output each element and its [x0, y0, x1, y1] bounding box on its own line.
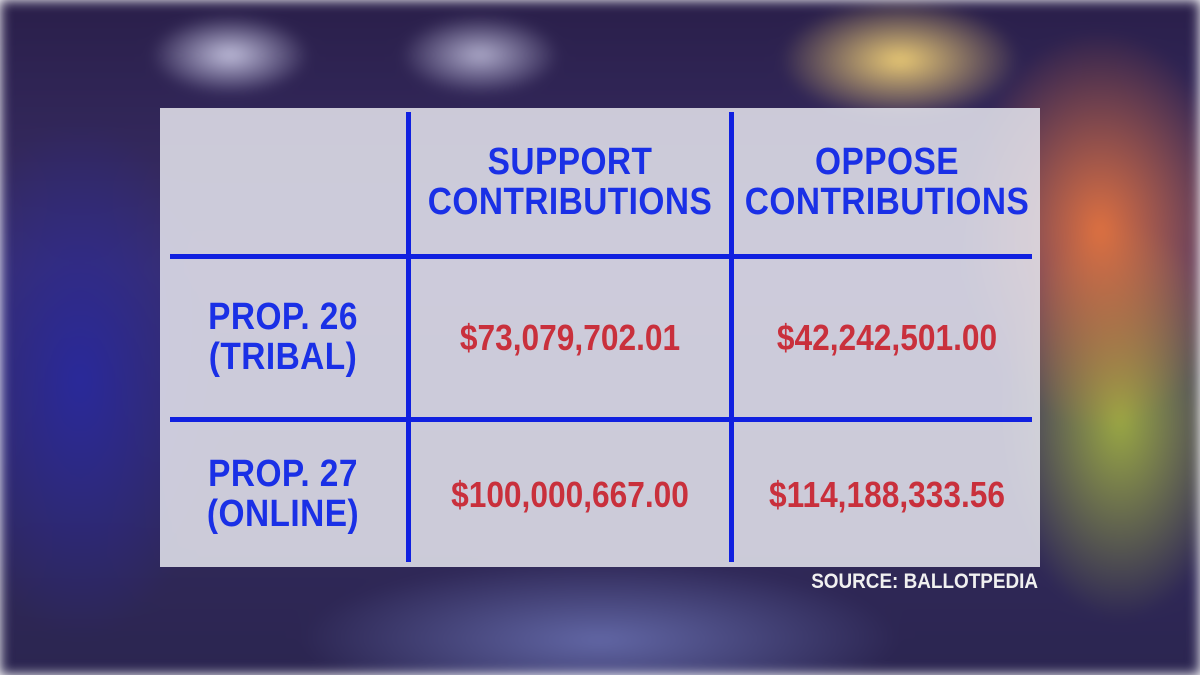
column-header: OPPOSE CONTRIBUTIONS — [745, 112, 1029, 254]
header-line: (ONLINE) — [206, 492, 360, 535]
header-line: (TRIBAL) — [208, 336, 358, 378]
cell-value: $100,000,667.00 — [451, 473, 689, 515]
header-line: CONTRIBUTIONS — [427, 181, 713, 223]
header-line: CONTRIBUTIONS — [744, 181, 1030, 223]
cell-value: $42,242,501.00 — [776, 317, 998, 358]
row-header: PROP. 27 (ONLINE) — [175, 422, 391, 567]
header-line: OPPOSE — [815, 141, 959, 184]
row-header: PROP. 26 (TRIBAL) — [175, 259, 391, 417]
cell-value: $73,079,702.01 — [459, 317, 681, 358]
divider — [406, 112, 411, 562]
divider — [729, 112, 734, 562]
divider — [170, 417, 1032, 422]
cell-value: $114,188,333.56 — [768, 473, 1006, 515]
header-line: SUPPORT — [487, 141, 653, 184]
header-line: PROP. 27 — [208, 452, 358, 495]
header-line: PROP. 26 — [208, 296, 358, 339]
divider — [170, 254, 1032, 259]
column-header: SUPPORT CONTRIBUTIONS — [427, 112, 713, 254]
table-panel — [160, 108, 1040, 567]
source-note: SOURCE: BALLOTPEDIA — [811, 570, 1038, 593]
